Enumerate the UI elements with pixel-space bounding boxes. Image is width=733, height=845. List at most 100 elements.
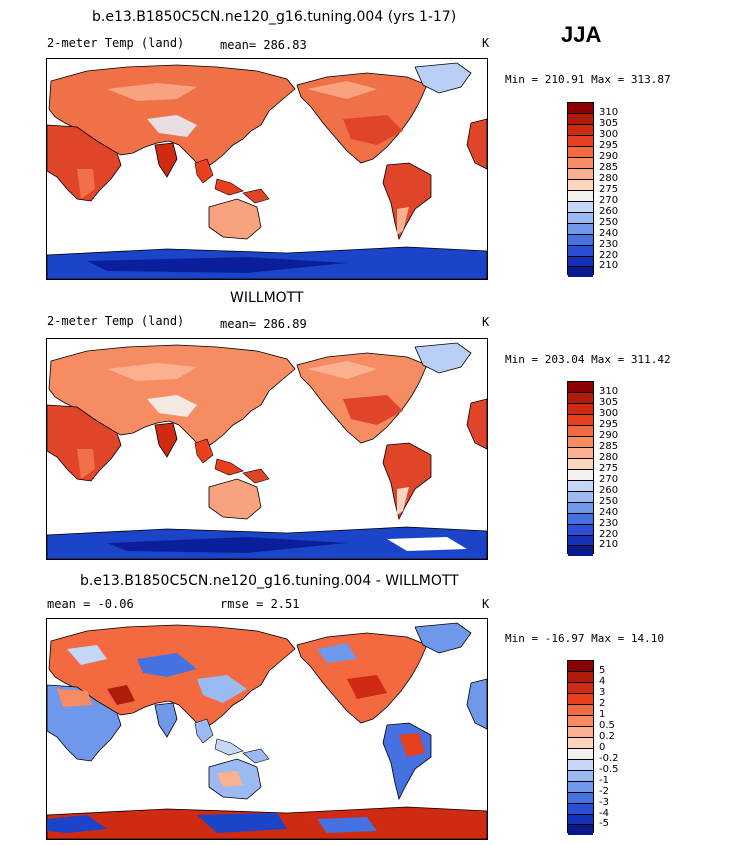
south-asia-landmass [154, 702, 178, 738]
panel-2-units: K [482, 315, 490, 329]
colorbar-label: 230 [599, 239, 619, 250]
colorbar-label: 0.2 [599, 731, 615, 742]
australia-landmass [208, 478, 262, 520]
south-asia-landmass [154, 142, 178, 178]
swatch [568, 235, 593, 246]
greenland-landmass [414, 342, 472, 374]
colorbar-label: 275 [599, 463, 619, 474]
panel-2-mean: mean= 286.89 [220, 317, 307, 331]
colorbar-label: 4 [599, 676, 606, 687]
swatch [568, 760, 593, 771]
swatch [568, 224, 593, 235]
colorbar-label: 240 [599, 228, 619, 239]
colorbar-label: 250 [599, 496, 619, 507]
colorbar-label: 230 [599, 518, 619, 529]
swatch [568, 246, 593, 257]
colorbar-label: -1 [599, 775, 609, 786]
panel-3-map-svg [47, 622, 487, 839]
swatch [568, 793, 593, 804]
colorbar-label: 270 [599, 195, 619, 206]
colorbar-label: -0.2 [599, 753, 619, 764]
colorbar-label: 295 [599, 140, 619, 151]
swatch [568, 426, 593, 437]
swatch [568, 437, 593, 448]
panel-3-title: b.e13.B1850C5CN.ne120_g16.tuning.004 - W… [80, 573, 459, 589]
greenland-landmass [414, 622, 472, 654]
colorbar-label: 1 [599, 709, 606, 720]
colorbar-label: 285 [599, 162, 619, 173]
swatch [568, 180, 593, 191]
south-asia-landmass [154, 422, 178, 458]
colorbar-label: 0 [599, 742, 606, 753]
colorbar-label: 260 [599, 206, 619, 217]
panel-1-map-svg [47, 62, 487, 279]
swatch [568, 716, 593, 727]
panel-2-variable: 2-meter Temp (land) [47, 314, 185, 328]
swatch [568, 825, 593, 835]
swatch [568, 738, 593, 749]
colorbar-label: 290 [599, 430, 619, 441]
colorbar-label: 2 [599, 698, 606, 709]
swatch [568, 382, 593, 393]
swatch [568, 727, 593, 738]
panel-3-rmse: rmse = 2.51 [220, 597, 300, 611]
panel-2-minmax: Min = 203.04 Max = 311.42 [505, 353, 671, 366]
colorbar-label: 270 [599, 474, 619, 485]
swatch [568, 536, 593, 546]
colorbar-label: -3 [599, 797, 609, 808]
season-label: JJA [561, 22, 602, 47]
panel-1-mean: mean= 286.83 [220, 38, 307, 52]
swatch [568, 459, 593, 470]
colorbar-label: -2 [599, 786, 609, 797]
colorbar-label: 280 [599, 452, 619, 463]
swatch [568, 169, 593, 180]
swatch [568, 546, 593, 556]
swatch [568, 125, 593, 136]
panel-3-mean: mean = -0.06 [47, 597, 134, 611]
swatch [568, 815, 593, 825]
swatch [568, 525, 593, 536]
colorbar-label: -4 [599, 808, 609, 819]
colorbar-label: -5 [599, 818, 609, 829]
colorbar-label: 300 [599, 129, 619, 140]
africa-landmass [47, 124, 122, 202]
swatch [568, 782, 593, 793]
colorbar-label: 305 [599, 397, 619, 408]
colorbar-label: 220 [599, 529, 619, 540]
colorbar-label: 3 [599, 687, 606, 698]
panel-2-colorbar [567, 381, 594, 556]
panel-3-minmax: Min = -16.97 Max = 14.10 [505, 632, 664, 645]
colorbar-label: 310 [599, 386, 619, 397]
swatch [568, 749, 593, 760]
panel-1-variable: 2-meter Temp (land) [47, 36, 185, 50]
colorbar-label: 275 [599, 184, 619, 195]
swatch [568, 114, 593, 125]
panel-1-title: b.e13.B1850C5CN.ne120_g16.tuning.004 (yr… [92, 9, 457, 25]
colorbar-label: 280 [599, 173, 619, 184]
colorbar-label: 260 [599, 485, 619, 496]
colorbar-label: 210 [599, 260, 619, 271]
colorbar-label: 240 [599, 507, 619, 518]
swatch [568, 771, 593, 782]
panel-2-map [46, 338, 488, 560]
greenland-landmass [414, 62, 472, 94]
swatch [568, 694, 593, 705]
panel-1-units: K [482, 36, 490, 50]
swatch [568, 147, 593, 158]
swatch [568, 470, 593, 481]
colorbar-label: 305 [599, 118, 619, 129]
panel-2-map-svg [47, 342, 487, 559]
swatch [568, 705, 593, 716]
colorbar-label: 0.5 [599, 720, 615, 731]
swatch [568, 503, 593, 514]
colorbar-label: 250 [599, 217, 619, 228]
colorbar-label: 285 [599, 441, 619, 452]
swatch [568, 213, 593, 224]
colorbar-label: 295 [599, 419, 619, 430]
colorbar-label: 220 [599, 250, 619, 261]
colorbar-label: 300 [599, 408, 619, 419]
swatch [568, 492, 593, 503]
swatch [568, 202, 593, 213]
swatch [568, 415, 593, 426]
africa-landmass [47, 404, 122, 482]
